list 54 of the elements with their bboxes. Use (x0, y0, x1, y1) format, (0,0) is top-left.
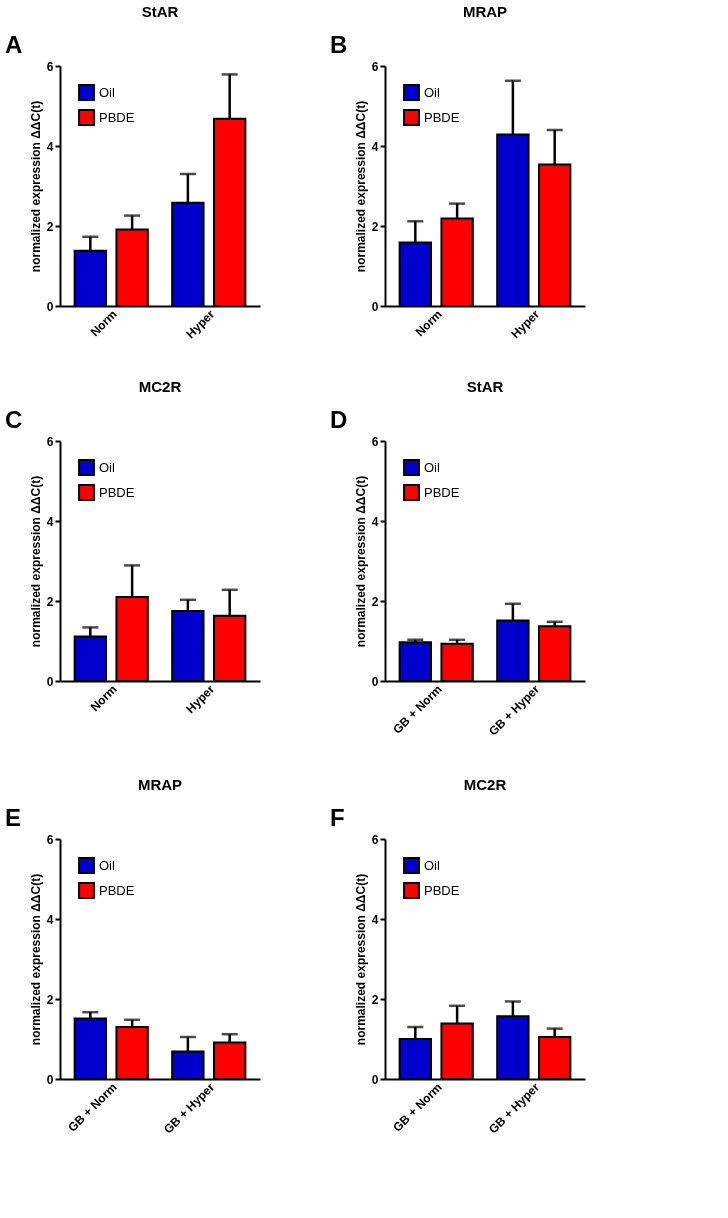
y-axis-title: normalized expression ΔΔC(t) (353, 873, 368, 1046)
y-axis-title: normalized expression ΔΔC(t) (353, 475, 368, 648)
y-tick-label: 4 (46, 139, 54, 154)
y-tick-label: 0 (371, 1072, 379, 1087)
legend-label: PBDE (99, 882, 135, 898)
y-tick-label: 2 (371, 219, 379, 234)
y-tick-label: 2 (46, 992, 54, 1007)
y-axis-title: normalized expression ΔΔC(t) (353, 100, 368, 273)
text: F (330, 804, 345, 831)
legend-label: PBDE (99, 484, 135, 500)
y-tick-label: 2 (371, 594, 379, 609)
chart-title: MRAP (137, 776, 183, 793)
text: E (5, 804, 22, 831)
y-tick-label: 0 (46, 299, 54, 314)
y-tick-label: 6 (46, 434, 54, 449)
y-tick-label: 2 (371, 992, 379, 1007)
y-tick-label: 4 (371, 514, 379, 529)
legend-label: Oil (99, 459, 115, 475)
y-tick-label: 6 (371, 434, 379, 449)
y-tick-label: 2 (46, 594, 54, 609)
y-tick-label: 2 (46, 219, 54, 234)
chart-title: StAR (141, 3, 179, 20)
legend-label: PBDE (424, 882, 460, 898)
text: A (5, 31, 23, 58)
legend-label: Oil (99, 857, 115, 873)
legend-label: Oil (424, 459, 440, 475)
y-tick-label: 0 (371, 299, 379, 314)
chart-title: MC2R (463, 776, 507, 793)
y-tick-label: 6 (46, 59, 54, 74)
chart-title: MRAP (462, 3, 508, 20)
y-axis-title: normalized expression ΔΔC(t) (28, 873, 43, 1046)
y-tick-label: 4 (371, 139, 379, 154)
legend-label: PBDE (424, 484, 460, 500)
y-tick-label: 6 (371, 59, 379, 74)
y-tick-label: 6 (46, 832, 54, 847)
y-tick-label: 4 (46, 912, 54, 927)
legend-label: Oil (424, 84, 440, 100)
legend-label: Oil (99, 84, 115, 100)
y-tick-label: 6 (371, 832, 379, 847)
chart-title: StAR (466, 378, 504, 395)
y-axis-title: normalized expression ΔΔC(t) (28, 475, 43, 648)
text: B (330, 31, 348, 58)
y-axis-title: normalized expression ΔΔC(t) (28, 100, 43, 273)
y-tick-label: 4 (371, 912, 379, 927)
y-tick-label: 0 (371, 674, 379, 689)
legend-label: PBDE (99, 109, 135, 125)
text: D (330, 406, 348, 433)
y-tick-label: 4 (46, 514, 54, 529)
y-tick-label: 0 (46, 674, 54, 689)
chart-title: MC2R (138, 378, 182, 395)
legend-label: Oil (424, 857, 440, 873)
legend-label: PBDE (424, 109, 460, 125)
text: C (5, 406, 23, 433)
y-tick-label: 0 (46, 1072, 54, 1087)
